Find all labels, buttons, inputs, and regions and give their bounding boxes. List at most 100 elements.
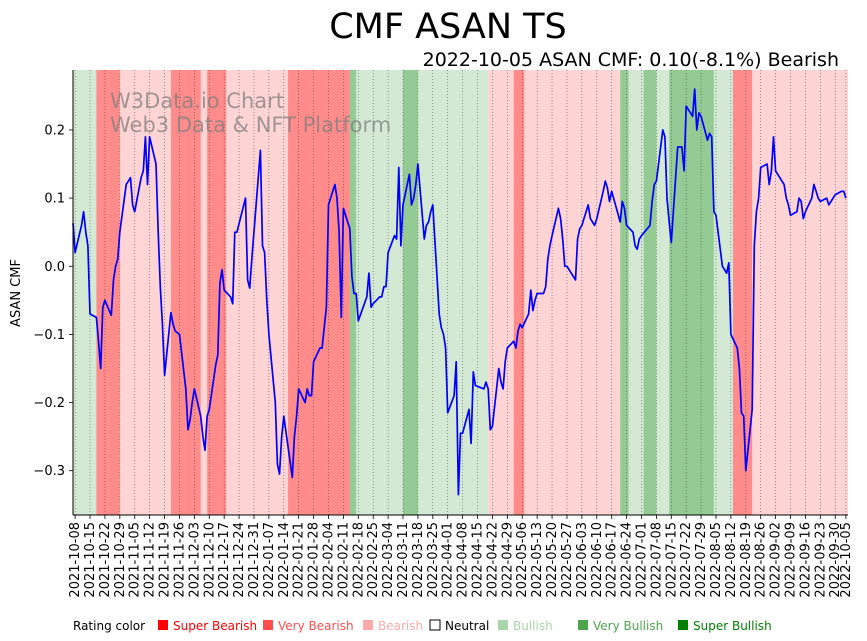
x-tick-label: 2022-06-24 (620, 522, 635, 598)
x-tick-label: 2022-03-25 (426, 522, 441, 598)
axes (72, 70, 848, 516)
chart-title: CMF ASAN TS (329, 7, 567, 47)
x-tick-label: 2022-02-04 (321, 522, 336, 598)
x-tick-label: 2022-09-02 (769, 522, 784, 598)
cmf-line (72, 88, 847, 496)
x-tick-label: 2022-09-16 (798, 522, 813, 598)
y-tick-label: 0.2 (44, 123, 65, 138)
legend-label: Super Bullish (693, 619, 772, 633)
legend-label: Very Bullish (593, 619, 663, 633)
x-tick-label: 2022-03-04 (381, 522, 396, 598)
x-tick-label: 2021-11-26 (172, 522, 187, 598)
rating-band (288, 70, 350, 515)
rating-band (119, 70, 142, 515)
rating-band (226, 70, 289, 515)
legend-title: Rating color (73, 619, 145, 633)
rating-band (771, 70, 848, 515)
x-tick-label: 2022-01-21 (292, 522, 307, 598)
rating-band (513, 70, 525, 515)
x-tick-label: 2022-01-28 (307, 522, 322, 598)
vertical-gridlines (74, 70, 847, 515)
x-tick-label: 2022-08-05 (709, 522, 724, 598)
chart-subtitle: 2022-10-05 ASAN CMF: 0.10(-8.1%) Bearish (423, 49, 839, 71)
x-tick-label: 2022-09-09 (784, 522, 799, 598)
rating-band (724, 70, 734, 515)
x-axis-ticks: 2021-10-08 2021-10-15 2021-10-22 2021-10-29… (68, 515, 854, 598)
y-tick-label: 0.1 (44, 192, 65, 207)
x-tick-label: 2021-11-05 (128, 522, 143, 598)
x-tick-label: 2022-05-13 (530, 522, 545, 598)
y-tick-label: −0.2 (33, 396, 65, 411)
x-tick-label: 2022-01-07 (262, 522, 277, 598)
rating-band (403, 70, 418, 515)
x-tick-label: 2022-08-19 (739, 522, 754, 598)
rating-band (417, 70, 433, 515)
x-tick-label: 2021-12-03 (187, 522, 202, 598)
x-tick-label: 2022-07-22 (679, 522, 694, 598)
rating-band (713, 70, 725, 515)
legend-swatch (578, 620, 588, 630)
x-tick-label: 2022-09-30 (828, 522, 843, 598)
rating-band (432, 70, 455, 515)
x-tick-label: 2022-10-05 (839, 522, 854, 598)
x-tick-label: 2021-10-29 (113, 522, 128, 598)
rating-band (620, 70, 629, 515)
x-tick-label: 2021-12-10 (202, 522, 217, 598)
rating-band (349, 70, 357, 515)
x-tick-label: 2022-07-29 (694, 522, 709, 598)
x-tick-label: 2022-06-03 (575, 522, 590, 598)
x-tick-label: 2022-06-17 (605, 522, 620, 598)
x-tick-label: 2022-02-18 (351, 522, 366, 598)
legend-swatch (498, 620, 508, 630)
legend-swatch (363, 620, 373, 630)
rating-band (643, 70, 657, 515)
x-tick-label: 2022-08-12 (724, 522, 739, 598)
rating-legend: Rating color Super Bearish Very Bearish Be… (73, 619, 772, 633)
x-tick-label: 2021-10-22 (98, 522, 113, 598)
x-tick-label: 2022-05-20 (545, 522, 560, 598)
x-tick-label: 2022-07-08 (649, 522, 664, 598)
x-tick-label: 2022-04-22 (485, 522, 500, 598)
x-tick-label: 2022-08-26 (754, 522, 769, 598)
watermark-line-2: Web3 Data & NFT Platform (110, 113, 391, 137)
x-tick-label: 2022-02-25 (366, 522, 381, 598)
rating-band (752, 70, 772, 515)
x-tick-label: 2022-05-06 (515, 522, 530, 598)
legend-swatch (158, 620, 168, 630)
watermark: W3Data.io Chart Web3 Data & NFT Platform (110, 89, 391, 137)
x-tick-label: 2021-10-08 (68, 522, 83, 598)
rating-band (733, 70, 753, 515)
legend-swatch (678, 620, 688, 630)
y-tick-label: −0.1 (33, 328, 65, 343)
legend-label: Neutral (445, 619, 489, 633)
x-tick-label: 2022-07-01 (634, 522, 649, 598)
cmf-series (72, 88, 847, 496)
x-tick-label: 2022-09-23 (813, 522, 828, 598)
x-tick-label: 2021-12-17 (217, 522, 232, 598)
x-tick-label: 2022-01-14 (277, 522, 292, 598)
legend-label: Bearish (378, 619, 423, 633)
legend-label: Bullish (513, 619, 553, 633)
x-tick-label: 2022-04-15 (471, 522, 486, 598)
rating-band (73, 70, 97, 515)
x-tick-label: 2022-03-11 (396, 522, 411, 598)
legend-label: Very Bearish (278, 619, 354, 633)
legend-label: Super Bearish (173, 619, 257, 633)
rating-band (170, 70, 186, 515)
x-tick-label: 2021-12-31 (247, 522, 262, 598)
y-axis-ticks: 0.2 0.1 0.0 −0.1 −0.2 −0.3 (33, 123, 73, 479)
x-tick-label: 2021-10-15 (83, 522, 98, 598)
x-tick-label: 2021-11-12 (143, 522, 158, 598)
rating-band (207, 70, 227, 515)
rating-band (488, 70, 514, 515)
rating-bands (73, 70, 848, 515)
rating-band (100, 70, 120, 515)
rating-band (200, 70, 208, 515)
legend-swatch (263, 620, 273, 630)
x-tick-label: 2022-02-11 (336, 522, 351, 598)
watermark-line-1: W3Data.io Chart (110, 89, 284, 113)
y-tick-label: −0.3 (33, 464, 65, 479)
x-tick-label: 2021-11-19 (158, 522, 173, 598)
x-tick-label: 2022-04-29 (500, 522, 515, 598)
